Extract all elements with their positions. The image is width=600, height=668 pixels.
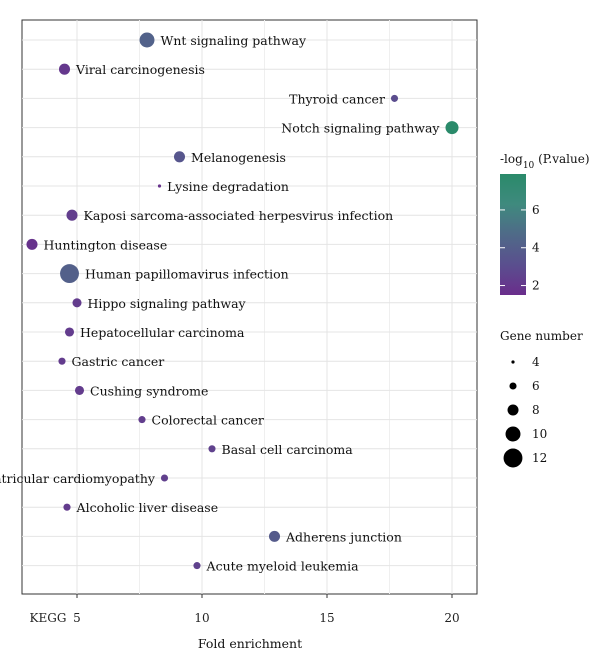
point-label: Human papillomavirus infection (85, 267, 289, 282)
x-axis-extra-label: KEGG (30, 611, 67, 625)
size-legend-dot (507, 404, 519, 416)
data-point (64, 327, 75, 337)
data-point (66, 209, 78, 221)
color-legend-label: 2 (532, 279, 540, 293)
point-label: Adherens junction (285, 529, 402, 544)
x-tick-label: 20 (444, 611, 459, 625)
data-point (60, 264, 79, 284)
data-point (193, 562, 201, 570)
point-label: Acute myeloid leukemia (206, 559, 360, 574)
point-label: Melanogenesis (191, 150, 286, 165)
data-point (138, 416, 146, 424)
data-point (63, 503, 71, 511)
data-point (390, 94, 399, 102)
point-label: Viral carcinogenesis (75, 62, 205, 77)
point-label: Wnt signaling pathway (160, 33, 307, 48)
point-label: Thyroid cancer (289, 91, 385, 106)
point-label: Basal cell carcinoma (222, 442, 354, 457)
size-legend-dot (509, 382, 517, 390)
point-labels: Wnt signaling pathway Viral carcinogenesi… (0, 33, 440, 574)
point-label: Notch signaling pathway (281, 121, 440, 136)
color-legend-title: -log10 (P.value) (500, 152, 590, 171)
x-tick-label: 15 (319, 611, 334, 625)
data-point (58, 357, 66, 365)
point-label: Gastric cancer (72, 354, 165, 369)
color-legend: -log10 (P.value) 2 4 6 (500, 152, 590, 295)
x-tick-label: 5 (73, 611, 81, 625)
size-legend-title: Gene number (500, 329, 583, 343)
data-point (208, 445, 216, 453)
color-legend-label: 4 (532, 241, 540, 255)
point-label: Lysine degradation (167, 179, 289, 194)
size-legend-label: 10 (532, 427, 547, 441)
data-point (72, 298, 82, 308)
data-point (139, 32, 155, 48)
data-point (74, 385, 85, 395)
size-legend-label: 12 (532, 451, 547, 465)
data-point (157, 184, 162, 188)
x-axis-ticks: 5 10 15 20 (73, 594, 460, 625)
data-point (26, 238, 38, 250)
point-label: Kaposi sarcoma-associated herpesvirus in… (84, 208, 394, 223)
x-tick-label: 10 (194, 611, 209, 625)
data-points (26, 32, 459, 570)
data-point (268, 530, 281, 542)
data-point (445, 121, 459, 135)
size-legend-dot (511, 360, 515, 364)
size-legend-label: 8 (532, 403, 540, 417)
size-legend: Gene number 4 6 8 10 12 (500, 329, 583, 468)
point-label: Hepatocellular carcinoma (80, 325, 245, 340)
x-axis-title: Fold enrichment (198, 636, 302, 651)
point-label: Colorectal cancer (152, 413, 264, 428)
data-point (173, 151, 186, 163)
data-point (160, 474, 169, 482)
point-label: Cushing syndrome (90, 383, 208, 398)
size-legend-dot (503, 448, 523, 468)
size-legend-label: 6 (532, 379, 540, 393)
point-label: Alcoholic liver disease (76, 500, 219, 515)
point-label: Arrhythmogenic right ventricular cardiom… (0, 471, 156, 486)
grid-lines (22, 20, 477, 594)
size-legend-dot (505, 426, 521, 442)
point-label: Hippo signaling pathway (88, 296, 247, 311)
plot-panel (21, 19, 478, 595)
data-point (58, 63, 71, 75)
color-bar (500, 174, 526, 295)
color-legend-label: 6 (532, 203, 540, 217)
point-label: Huntington disease (44, 237, 168, 252)
size-legend-label: 4 (532, 355, 540, 369)
